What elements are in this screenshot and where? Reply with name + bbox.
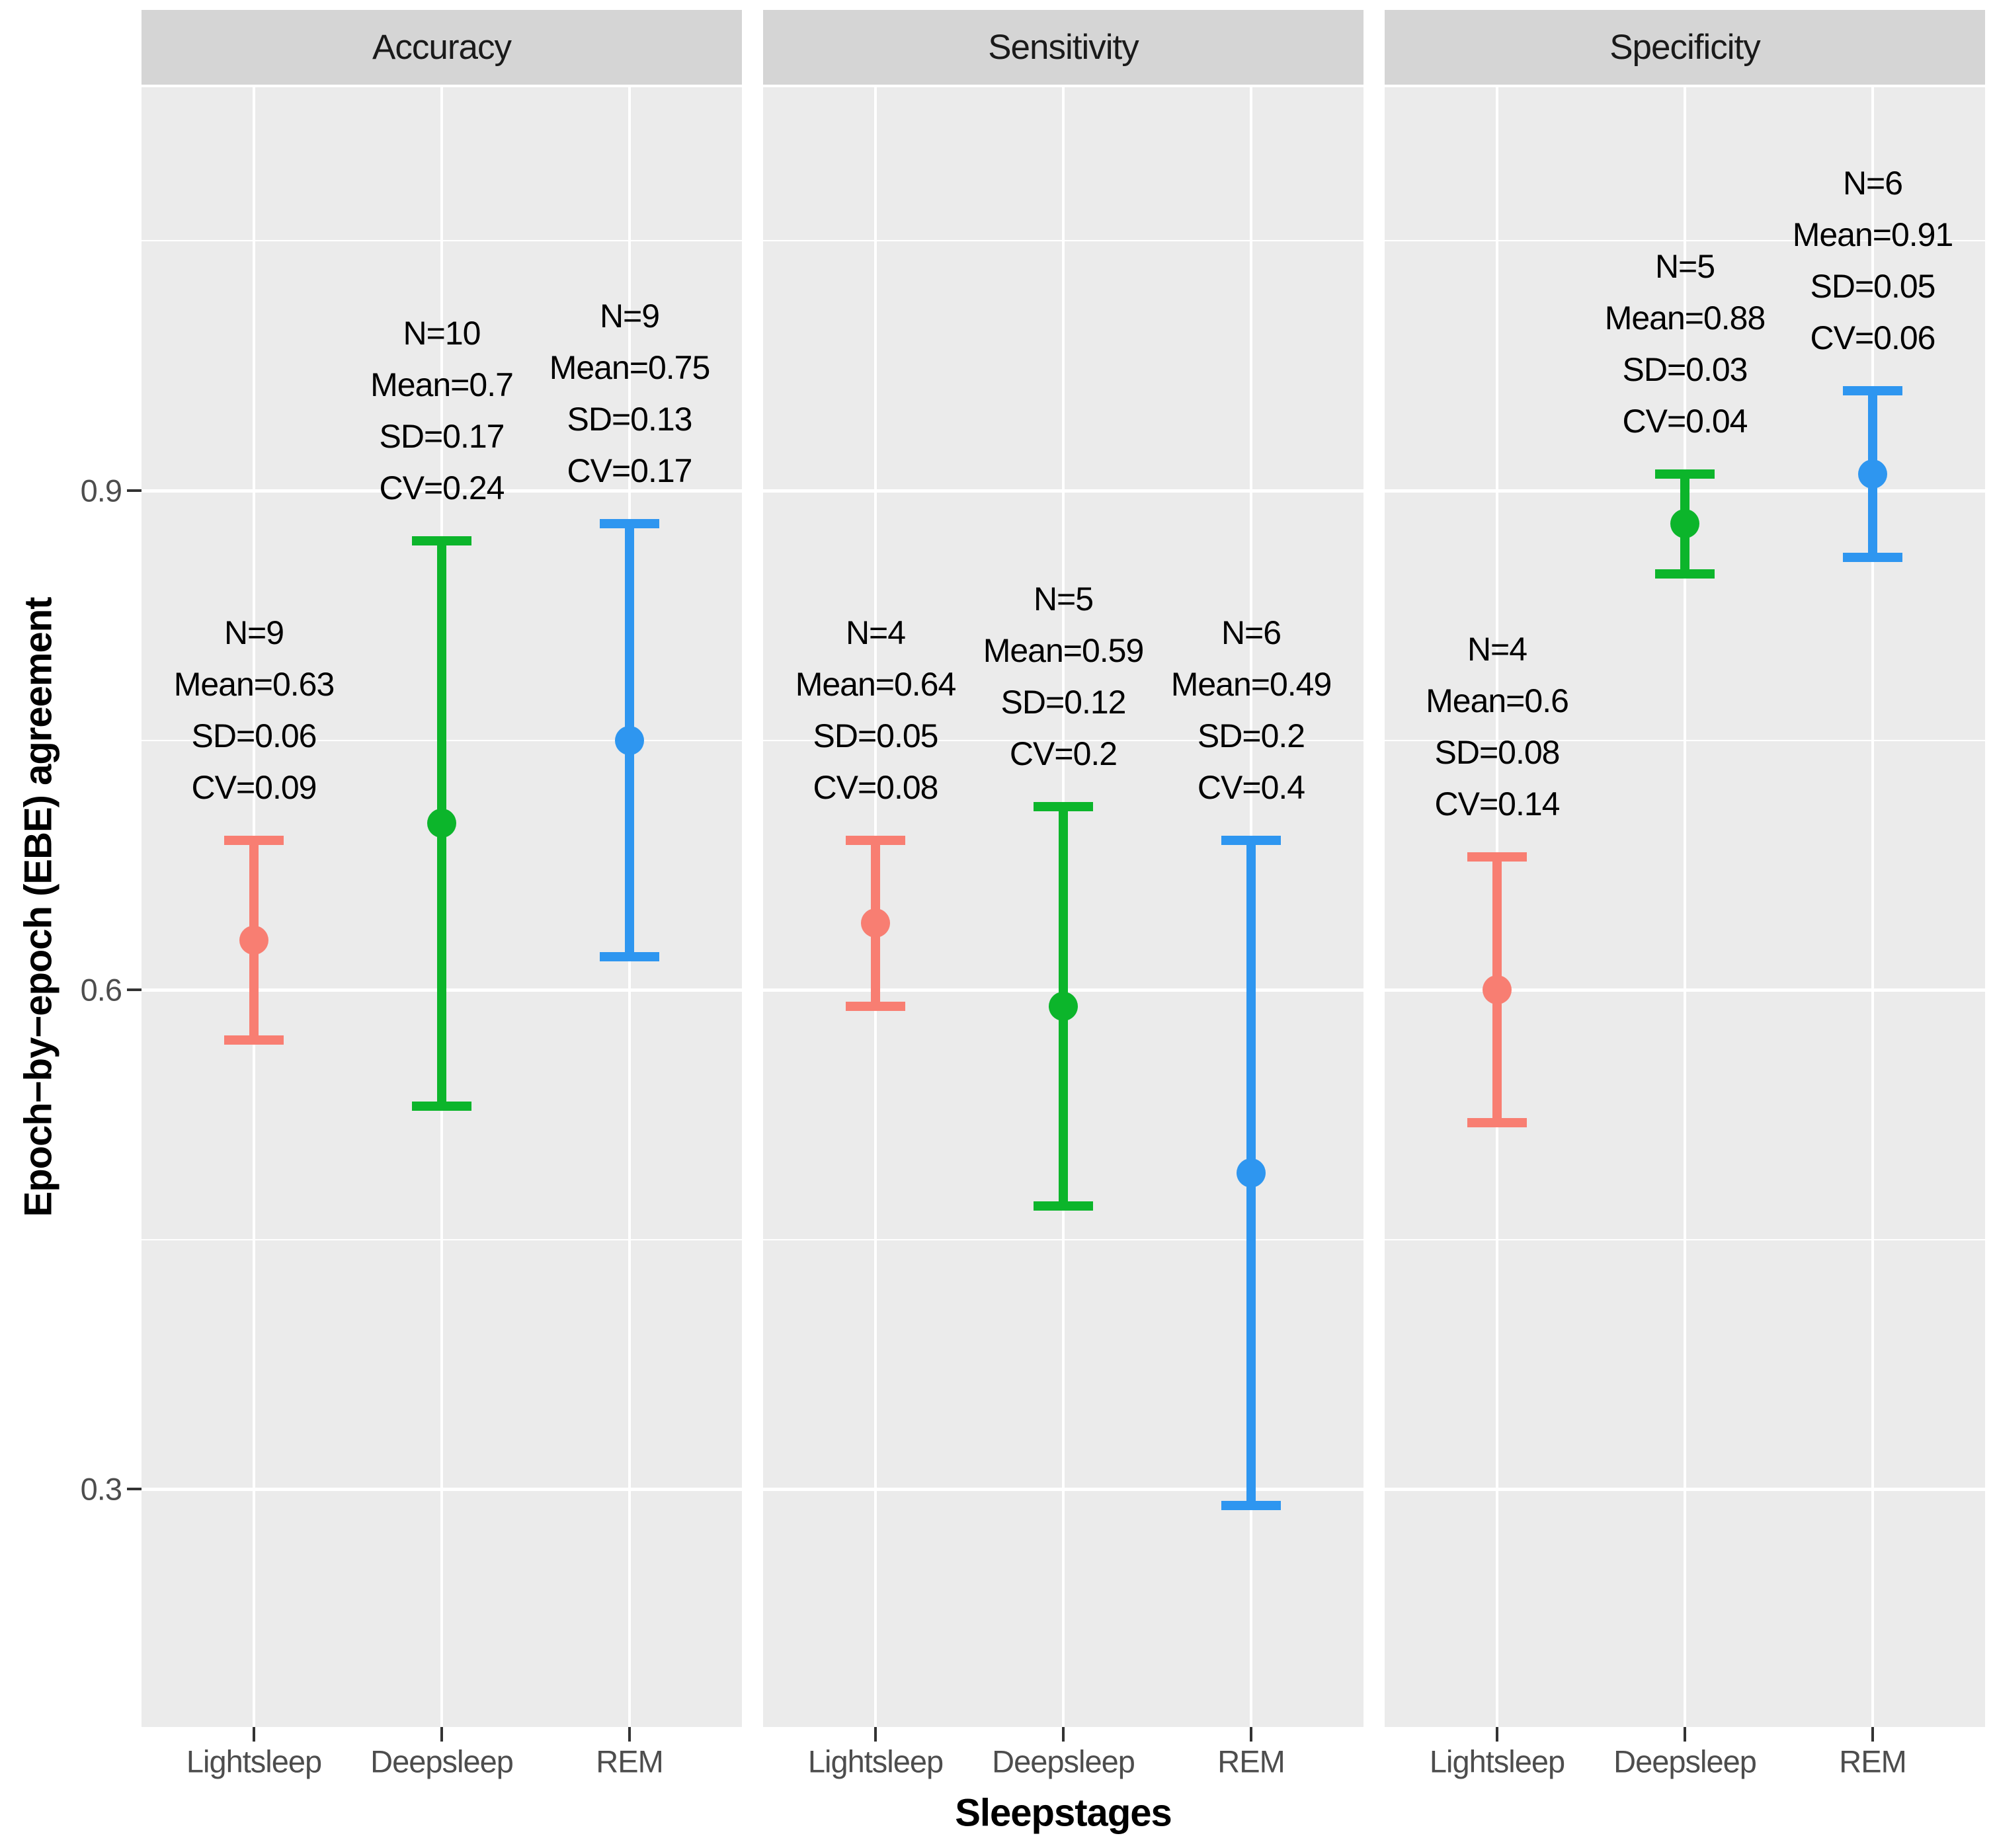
errorbar-specificity-deepsleep-cap-top (1655, 469, 1715, 479)
annotation-accuracy-deepsleep-sd: SD=0.17 (379, 418, 505, 455)
annotation-specificity-rem-cv: CV=0.06 (1810, 319, 1936, 356)
errorbar-specificity-lightsleep-mean-point (1483, 975, 1512, 1004)
annotation-specificity-deepsleep-mean: Mean=0.88 (1604, 300, 1766, 337)
y-tick-0.9 (127, 489, 142, 492)
errorbar-accuracy-deepsleep-mean-point (427, 809, 456, 838)
annotation-specificity-deepsleep-n: N=5 (1654, 248, 1715, 285)
facet-strip-label-specificity: Specificity (1609, 28, 1761, 67)
x-tick-label-specificity-rem: REM (1839, 1744, 1906, 1779)
annotation-sensitivity-rem-mean: Mean=0.49 (1170, 666, 1332, 703)
y-tick-0.6 (127, 988, 142, 991)
errorbar-specificity-lightsleep-cap-top (1467, 852, 1527, 862)
gridline-v-major (1684, 87, 1686, 1727)
errorbar-accuracy-lightsleep-cap-top (224, 836, 284, 845)
annotation-accuracy-rem-sd: SD=0.13 (567, 401, 693, 438)
x-tick-label-accuracy-deepsleep: Deepsleep (370, 1744, 514, 1779)
errorbar-sensitivity-rem-cap-bottom (1221, 1501, 1281, 1510)
x-tick-label-specificity-deepsleep: Deepsleep (1613, 1744, 1757, 1779)
errorbar-specificity-rem-cap-bottom (1843, 553, 1902, 562)
errorbar-specificity-deepsleep-cap-bottom (1655, 569, 1715, 579)
annotation-specificity-lightsleep-sd: SD=0.08 (1434, 734, 1561, 771)
annotation-accuracy-rem-cv: CV=0.17 (567, 452, 693, 489)
errorbar-sensitivity-deepsleep-mean-point (1049, 992, 1078, 1021)
annotation-sensitivity-deepsleep-sd: SD=0.12 (1000, 684, 1127, 721)
annotation-sensitivity-lightsleep-mean: Mean=0.64 (795, 666, 957, 703)
annotation-specificity-lightsleep-mean: Mean=0.6 (1426, 682, 1569, 719)
x-tick-label-sensitivity-lightsleep: Lightsleep (807, 1744, 944, 1779)
annotation-sensitivity-rem-cv: CV=0.4 (1197, 769, 1305, 806)
facet-strip-accuracy: Accuracy (142, 10, 742, 85)
x-axis-title: Sleepstages (955, 1791, 1172, 1835)
errorbar-sensitivity-lightsleep-cap-top (846, 836, 905, 845)
errorbar-sensitivity-deepsleep-cap-top (1034, 802, 1093, 811)
errorbar-accuracy-lightsleep-mean-point (239, 926, 268, 955)
annotation-specificity-rem-mean: Mean=0.91 (1792, 216, 1954, 253)
y-tick-label-0.9: 0.9 (80, 473, 122, 508)
annotation-sensitivity-deepsleep-cv: CV=0.2 (1009, 735, 1118, 772)
errorbar-specificity-deepsleep-mean-point (1670, 509, 1699, 538)
annotation-accuracy-lightsleep-sd: SD=0.06 (191, 717, 317, 754)
x-tick-accuracy-lightsleep (253, 1727, 255, 1742)
annotation-sensitivity-rem-n: N=6 (1221, 614, 1281, 651)
x-tick-label-sensitivity-rem: REM (1217, 1744, 1285, 1779)
annotation-sensitivity-deepsleep-mean: Mean=0.59 (983, 632, 1145, 669)
y-tick-label-0.3: 0.3 (80, 1471, 122, 1507)
errorbar-sensitivity-rem-cap-top (1221, 836, 1281, 845)
errorbar-sensitivity-rem-mean-point (1237, 1158, 1266, 1187)
annotation-sensitivity-deepsleep-n: N=5 (1033, 581, 1094, 618)
x-tick-sensitivity-rem (1250, 1727, 1252, 1742)
x-tick-accuracy-deepsleep (440, 1727, 443, 1742)
errorbar-sensitivity-lightsleep-cap-bottom (846, 1002, 905, 1011)
errorbar-accuracy-deepsleep-cap-bottom (412, 1102, 471, 1111)
annotation-accuracy-rem-mean: Mean=0.75 (549, 349, 711, 386)
errorbar-accuracy-rem-cap-bottom (600, 952, 659, 961)
errorbar-specificity-rem-mean-point (1858, 460, 1887, 489)
errorbar-accuracy-rem-cap-top (600, 519, 659, 528)
annotation-specificity-lightsleep-n: N=4 (1467, 631, 1527, 668)
y-axis-title: Epoch−by−epoch (EBE) agreement (17, 597, 60, 1217)
annotation-accuracy-rem-n: N=9 (599, 298, 660, 335)
gridline-v-major (1871, 87, 1874, 1727)
annotation-specificity-deepsleep-cv: CV=0.04 (1622, 403, 1748, 440)
annotation-sensitivity-lightsleep-cv: CV=0.08 (813, 769, 939, 806)
annotation-accuracy-deepsleep-n: N=10 (403, 315, 481, 352)
x-tick-label-accuracy-rem: REM (596, 1744, 663, 1779)
errorbar-specificity-lightsleep-cap-bottom (1467, 1118, 1527, 1127)
annotation-sensitivity-lightsleep-n: N=4 (845, 614, 906, 651)
x-tick-label-specificity-lightsleep: Lightsleep (1429, 1744, 1565, 1779)
facet-strip-label-sensitivity: Sensitivity (988, 28, 1139, 67)
annotation-accuracy-deepsleep-cv: CV=0.24 (379, 469, 505, 506)
x-tick-sensitivity-deepsleep (1062, 1727, 1065, 1742)
annotation-accuracy-deepsleep-mean: Mean=0.7 (370, 366, 514, 403)
annotation-accuracy-lightsleep-n: N=9 (224, 614, 284, 651)
annotation-sensitivity-rem-sd: SD=0.2 (1197, 717, 1305, 754)
panel-specificity (1385, 87, 1985, 1727)
annotation-specificity-deepsleep-sd: SD=0.03 (1622, 351, 1748, 388)
facet-strip-specificity: Specificity (1385, 10, 1985, 85)
y-tick-0.3 (127, 1488, 142, 1490)
x-tick-label-sensitivity-deepsleep: Deepsleep (992, 1744, 1135, 1779)
annotation-accuracy-lightsleep-cv: CV=0.09 (191, 769, 317, 806)
x-tick-sensitivity-lightsleep (874, 1727, 877, 1742)
annotation-accuracy-lightsleep-mean: Mean=0.63 (173, 666, 335, 703)
x-tick-specificity-lightsleep (1496, 1727, 1498, 1742)
x-tick-specificity-deepsleep (1684, 1727, 1686, 1742)
facet-strip-sensitivity: Sensitivity (763, 10, 1363, 85)
annotation-specificity-rem-sd: SD=0.05 (1810, 268, 1936, 305)
annotation-sensitivity-lightsleep-sd: SD=0.05 (813, 717, 939, 754)
y-tick-label-0.6: 0.6 (80, 972, 122, 1008)
x-tick-accuracy-rem (628, 1727, 631, 1742)
annotation-specificity-lightsleep-cv: CV=0.14 (1434, 785, 1561, 823)
errorbar-sensitivity-lightsleep-mean-point (861, 908, 890, 938)
errorbar-accuracy-deepsleep-cap-top (412, 536, 471, 545)
errorbar-specificity-rem-cap-top (1843, 386, 1902, 395)
x-tick-label-accuracy-lightsleep: Lightsleep (186, 1744, 322, 1779)
errorbar-accuracy-lightsleep-cap-bottom (224, 1035, 284, 1045)
errorbar-accuracy-rem-mean-point (615, 726, 644, 755)
facet-strip-label-accuracy: Accuracy (372, 28, 512, 67)
annotation-specificity-rem-n: N=6 (1842, 165, 1903, 202)
errorbar-sensitivity-deepsleep-cap-bottom (1034, 1201, 1093, 1211)
x-tick-specificity-rem (1871, 1727, 1874, 1742)
